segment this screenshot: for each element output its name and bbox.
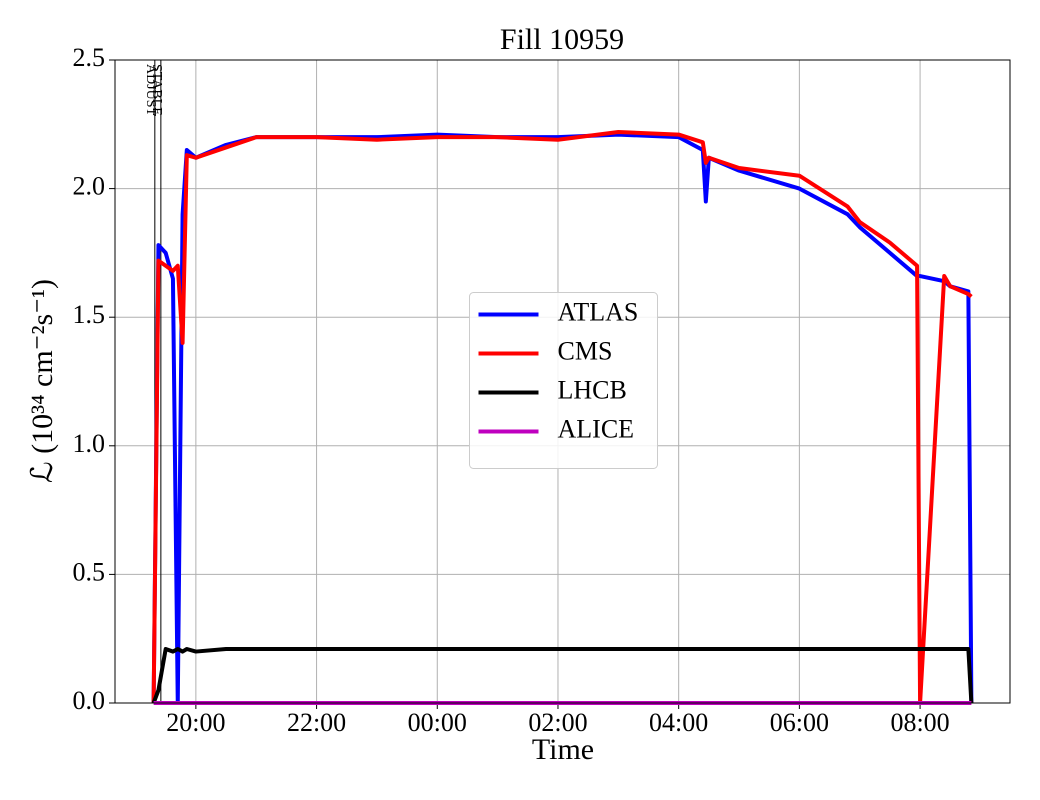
x-tick-label: 20:00 bbox=[166, 708, 225, 737]
legend-box bbox=[469, 292, 658, 469]
plot-frame bbox=[114, 59, 1011, 704]
y-tick-label: 2.0 bbox=[73, 172, 106, 201]
y-tick-label: 1.5 bbox=[73, 300, 106, 329]
series-line bbox=[151, 130, 973, 705]
legend-label: LHCB bbox=[558, 375, 627, 404]
chart-title: Fill 10959 bbox=[500, 23, 624, 56]
x-axis-label: Time bbox=[532, 733, 594, 766]
x-tick-label: 04:00 bbox=[649, 708, 708, 737]
y-tick-label: 0.5 bbox=[73, 557, 106, 586]
x-tick-label: 22:00 bbox=[287, 708, 346, 737]
y-tick-label: 1.0 bbox=[73, 429, 106, 458]
legend: ATLAS CMS LHCB ALICE bbox=[469, 292, 658, 469]
series-line bbox=[151, 646, 974, 704]
x-tick-label: 06:00 bbox=[770, 708, 829, 737]
legend-label: CMS bbox=[558, 336, 613, 365]
legend-label: ATLAS bbox=[558, 297, 639, 326]
x-tick-label: 00:00 bbox=[408, 708, 467, 737]
annotation-label: ADJUST bbox=[143, 64, 158, 117]
x-tick-label: 02:00 bbox=[528, 708, 587, 737]
legend-label: ALICE bbox=[558, 414, 635, 443]
y-tick-label: 0.0 bbox=[73, 686, 106, 715]
x-tick-label: 08:00 bbox=[890, 708, 949, 737]
annotation-label: STABLE bbox=[149, 64, 164, 116]
y-tick-label: 2.5 bbox=[73, 43, 106, 72]
y-axis-label: ℒ (10³⁴ cm⁻²s⁻¹) bbox=[26, 279, 59, 483]
